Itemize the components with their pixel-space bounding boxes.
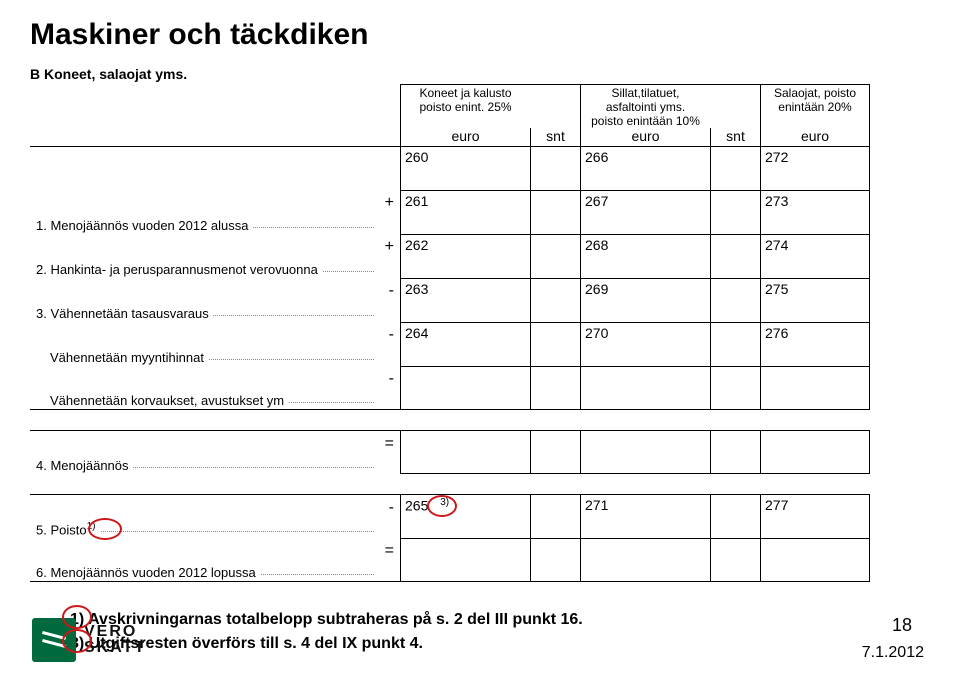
row-3-label: 3. Vähennetään tasausvaraus - <box>30 278 400 322</box>
cell-273: 273 <box>760 190 870 234</box>
colhdr-koneet: Koneet ja kalustopoisto enint. 25% <box>400 84 530 128</box>
cell-276: 276 <box>760 322 870 366</box>
cell-277: 277 <box>760 494 870 538</box>
row-0-label <box>30 146 400 190</box>
cell-275: 275 <box>760 278 870 322</box>
highlight-circle-icon <box>88 518 122 540</box>
cell-264: 264 <box>400 322 530 366</box>
footnote-1: 1) Avskrivningarnas totalbelopp subtrahe… <box>70 608 930 631</box>
cell-262: 262 <box>400 234 530 278</box>
row-4-label: Vähennetään myyntihinnat - <box>30 322 400 366</box>
cell-272: 272 <box>760 146 870 190</box>
cell-261: 261 <box>400 190 530 234</box>
page-title: Maskiner och täckdiken <box>30 18 930 52</box>
subhdr-euro-3: euro <box>760 128 870 146</box>
plus-icon: + <box>385 238 394 256</box>
row-7-label: 5. Poisto1) - <box>30 494 400 538</box>
cell-267: 267 <box>580 190 710 234</box>
footnote-3: 3) Utgiftsresten överförs till s. 4 del … <box>70 632 930 655</box>
cell-266: 266 <box>580 146 710 190</box>
form-table: Koneet ja kalustopoisto enint. 25% Silla… <box>30 84 930 582</box>
minus-icon: - <box>389 370 394 388</box>
row-6-label: 4. Menojäännös = <box>30 430 400 474</box>
subhdr-snt-2: snt <box>710 128 760 146</box>
date: 7.1.2012 <box>862 644 924 662</box>
row-5-label: Vähennetään korvaukset, avustukset ym - <box>30 366 400 410</box>
cell-268: 268 <box>580 234 710 278</box>
row-8-label: 6. Menojäännös vuoden 2012 lopussa = <box>30 538 400 582</box>
colhdr-salaojat: Salaojat, poistoenintään 20% <box>760 84 870 128</box>
row-2-label: 2. Hankinta- ja perusparannusmenot verov… <box>30 234 400 278</box>
minus-icon: - <box>389 282 394 300</box>
cell-265: 265 3) <box>400 494 530 538</box>
cell-263: 263 <box>400 278 530 322</box>
equals-icon: = <box>385 435 394 453</box>
equals-icon: = <box>385 542 394 560</box>
cell-269: 269 <box>580 278 710 322</box>
minus-icon: - <box>389 326 394 344</box>
cell-260: 260 <box>400 146 530 190</box>
section-b-label: B Koneet, salaojat yms. <box>30 66 930 82</box>
page-number: 18 <box>892 615 912 636</box>
subhdr-snt-1: snt <box>530 128 580 146</box>
colhdr-sillat: Sillat,tilatuet, asfaltointi yms.poisto … <box>580 84 710 128</box>
plus-icon: + <box>385 194 394 212</box>
cell-270: 270 <box>580 322 710 366</box>
minus-icon: - <box>389 499 394 517</box>
subhdr-euro-1: euro <box>400 128 530 146</box>
highlight-circle-icon <box>427 495 457 517</box>
cell-271: 271 <box>580 494 710 538</box>
footnotes: 1) Avskrivningarnas totalbelopp subtrahe… <box>70 608 930 654</box>
highlight-circle-icon <box>62 629 92 653</box>
cell-274: 274 <box>760 234 870 278</box>
row-1-label: 1. Menojäännös vuoden 2012 alussa + <box>30 190 400 234</box>
subhdr-euro-2: euro <box>580 128 710 146</box>
